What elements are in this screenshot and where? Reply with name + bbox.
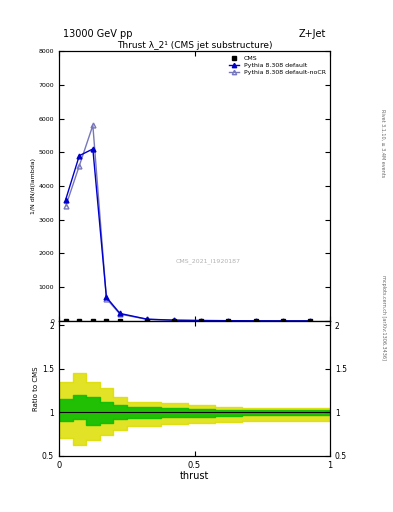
Line: Pythia 8.308 default-noCR: Pythia 8.308 default-noCR: [63, 123, 312, 323]
CMS: [172, 318, 176, 324]
Pythia 8.308 default-noCR: [145, 316, 149, 323]
Text: CMS_2021_I1920187: CMS_2021_I1920187: [176, 259, 241, 264]
Y-axis label: 1/N dN/d(lambda): 1/N dN/d(lambda): [31, 158, 36, 214]
Pythia 8.308 default-noCR: [90, 122, 95, 129]
Text: mcplots.cern.ch [arXiv:1306.3436]: mcplots.cern.ch [arXiv:1306.3436]: [381, 275, 386, 360]
Pythia 8.308 default: [199, 317, 204, 324]
CMS: [77, 318, 82, 324]
CMS: [118, 318, 122, 324]
CMS: [226, 318, 231, 324]
Pythia 8.308 default-noCR: [226, 317, 231, 324]
Pythia 8.308 default: [118, 310, 122, 316]
CMS: [280, 318, 285, 324]
Pythia 8.308 default-noCR: [104, 295, 109, 302]
Pythia 8.308 default: [90, 146, 95, 152]
Pythia 8.308 default-noCR: [307, 318, 312, 324]
CMS: [253, 318, 258, 324]
CMS: [307, 318, 312, 324]
Legend: CMS, Pythia 8.308 default, Pythia 8.308 default-noCR: CMS, Pythia 8.308 default, Pythia 8.308 …: [228, 54, 327, 77]
Pythia 8.308 default-noCR: [77, 163, 82, 169]
Line: Pythia 8.308 default: Pythia 8.308 default: [63, 146, 312, 323]
X-axis label: thrust: thrust: [180, 471, 209, 481]
Pythia 8.308 default: [104, 294, 109, 301]
Line: CMS: CMS: [64, 319, 312, 323]
Pythia 8.308 default: [145, 316, 149, 322]
Pythia 8.308 default-noCR: [118, 311, 122, 317]
Text: 13000 GeV pp: 13000 GeV pp: [63, 29, 132, 39]
CMS: [199, 318, 204, 324]
Pythia 8.308 default: [307, 318, 312, 324]
Pythia 8.308 default-noCR: [280, 318, 285, 324]
Pythia 8.308 default-noCR: [172, 317, 176, 323]
CMS: [90, 318, 95, 324]
Text: Z+Jet: Z+Jet: [299, 29, 326, 39]
Pythia 8.308 default: [280, 318, 285, 324]
Y-axis label: Ratio to CMS: Ratio to CMS: [33, 366, 39, 411]
Pythia 8.308 default: [172, 317, 176, 323]
Pythia 8.308 default: [253, 318, 258, 324]
Pythia 8.308 default: [63, 197, 68, 203]
Title: Thrust λ_2¹ (CMS jet substructure): Thrust λ_2¹ (CMS jet substructure): [117, 41, 272, 50]
Pythia 8.308 default-noCR: [253, 318, 258, 324]
Pythia 8.308 default-noCR: [199, 317, 204, 324]
Pythia 8.308 default-noCR: [63, 203, 68, 209]
Text: Rivet 3.1.10, ≥ 3.4M events: Rivet 3.1.10, ≥ 3.4M events: [381, 109, 386, 178]
CMS: [104, 318, 109, 324]
Pythia 8.308 default: [77, 153, 82, 159]
CMS: [63, 318, 68, 324]
CMS: [145, 318, 149, 324]
Pythia 8.308 default: [226, 317, 231, 324]
